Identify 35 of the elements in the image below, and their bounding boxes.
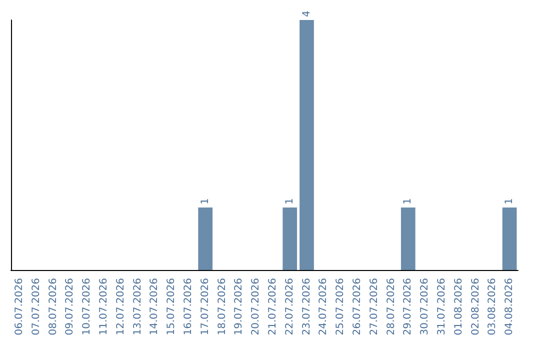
x-tick-label: 26.07.2026 — [352, 278, 363, 336]
x-tick-label: 14.07.2026 — [149, 278, 160, 336]
x-tick-label: 07.07.2026 — [30, 278, 42, 336]
x-tick-label: 06.07.2026 — [14, 278, 25, 336]
x-tick-label: 18.07.2026 — [216, 278, 228, 336]
x-tick-label: 30.07.2026 — [420, 278, 431, 336]
x-tick-label: 11.07.2026 — [98, 278, 110, 336]
data-label: 1 — [200, 198, 211, 204]
x-tick-label: 27.07.2026 — [368, 278, 380, 336]
data-label: 4 — [301, 10, 312, 17]
x-tick-label: 28.07.2026 — [386, 278, 397, 336]
data-label: 1 — [284, 198, 296, 204]
x-tick-label: 29.07.2026 — [402, 278, 414, 336]
x-tick-label: 22.07.2026 — [284, 278, 296, 336]
x-tick-label: 19.07.2026 — [234, 278, 245, 336]
x-tick-label: 17.07.2026 — [200, 278, 211, 336]
x-tick-label: 03.08.2026 — [487, 278, 498, 336]
x-tick-label: 31.07.2026 — [436, 278, 448, 336]
data-label: 1 — [402, 198, 414, 204]
x-tick-label: 13.07.2026 — [132, 278, 144, 336]
x-tick-label: 24.07.2026 — [318, 278, 330, 336]
x-tick-label: 25.07.2026 — [335, 278, 346, 336]
x-tick-label: 09.07.2026 — [64, 278, 76, 336]
x-tick-label: 20.07.2026 — [250, 278, 262, 336]
x-tick-label: 16.07.2026 — [182, 278, 194, 336]
x-tick-label: 23.07.2026 — [301, 278, 312, 336]
x-tick-label: 04.08.2026 — [504, 278, 516, 336]
x-tick-label: 08.07.2026 — [48, 278, 59, 336]
x-tick-label: 21.07.2026 — [267, 278, 278, 336]
x-tick-label: 12.07.2026 — [115, 278, 126, 336]
x-tick-label: 15.07.2026 — [166, 278, 178, 336]
x-tick-label: 01.08.2026 — [453, 278, 464, 336]
x-tick-label: 02.08.2026 — [470, 278, 482, 336]
data-label: 1 — [504, 198, 516, 204]
x-tick-label: 10.07.2026 — [82, 278, 93, 336]
